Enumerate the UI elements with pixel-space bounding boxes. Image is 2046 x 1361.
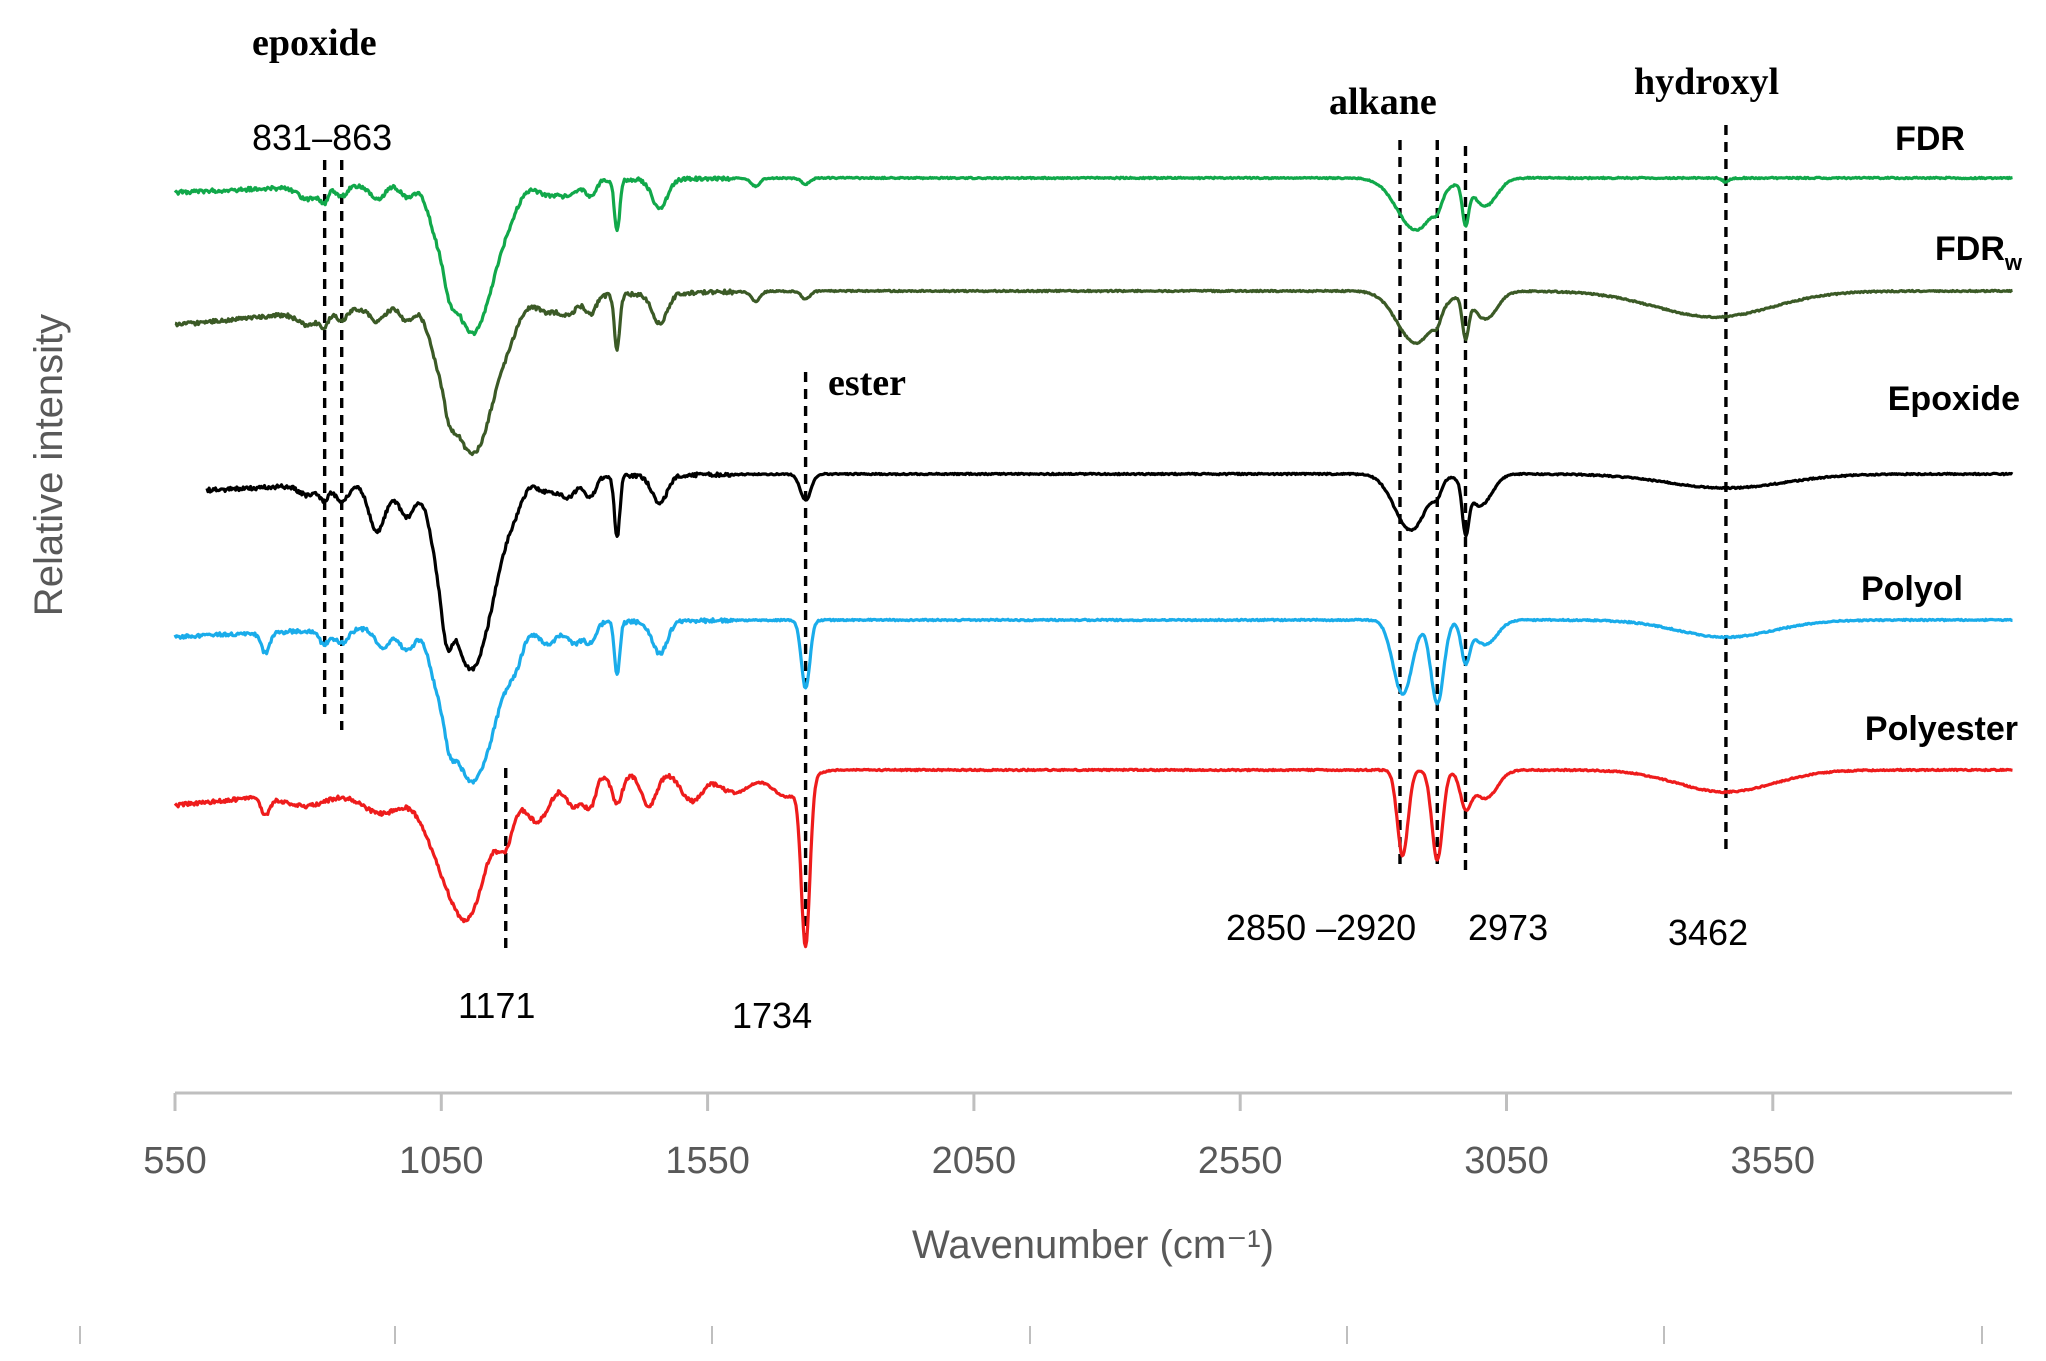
bottom-decoration: [79, 1326, 1983, 1344]
peak-guide-lines: [322, 125, 1728, 950]
x-tick-label: 550: [143, 1140, 206, 1182]
group-label-hydroxyl: hydroxyl: [1634, 61, 1779, 103]
peak-label: 3462: [1668, 912, 1748, 953]
peak-label: 2850 –2920: [1226, 907, 1416, 948]
legend-label-polyol: Polyol: [1861, 570, 1963, 608]
group-label-alkane: alkane: [1329, 81, 1437, 123]
x-axis-title: Wavenumber (cm⁻¹): [912, 1223, 1274, 1267]
x-tick-label: 3050: [1464, 1140, 1549, 1182]
peak-label: 2973: [1468, 907, 1548, 948]
peak-label: 1171: [458, 985, 535, 1026]
annotations: epoxide alkane hydroxyl ester 831–863 1171 173…: [252, 22, 2023, 1036]
x-tick-label: 2050: [932, 1140, 1017, 1182]
peak-label: 831–863: [252, 117, 392, 158]
x-tick-label: 3550: [1731, 1140, 1816, 1182]
peak-label: 1734: [732, 995, 812, 1036]
x-tick-label: 1050: [399, 1140, 484, 1182]
series-line-fdrw: [174, 288, 2014, 457]
series-line-polyester: [173, 767, 2014, 949]
series-line-epoxide: [205, 471, 2014, 672]
legend-label-fdr: FDR: [1895, 120, 1965, 158]
series-line-polyol: [173, 617, 2014, 785]
spectra: [173, 175, 2014, 949]
x-tick-label: 2550: [1198, 1140, 1283, 1182]
group-label-ester: ester: [828, 362, 906, 404]
legend-label-epoxide: Epoxide: [1888, 380, 2020, 418]
x-axis: 550 1050 1550 2050 2550 3050 3550 Wavenumber (c…: [27, 314, 2012, 1267]
series-line-fdr: [173, 175, 2014, 337]
x-tick-label: 1550: [665, 1140, 750, 1182]
legend-label-fdrw: FDRw: [1935, 230, 2023, 275]
legend-label-polyester: Polyester: [1865, 710, 2018, 748]
y-axis-title: Relative intensity: [27, 314, 71, 616]
group-label-epoxide: epoxide: [252, 22, 377, 64]
